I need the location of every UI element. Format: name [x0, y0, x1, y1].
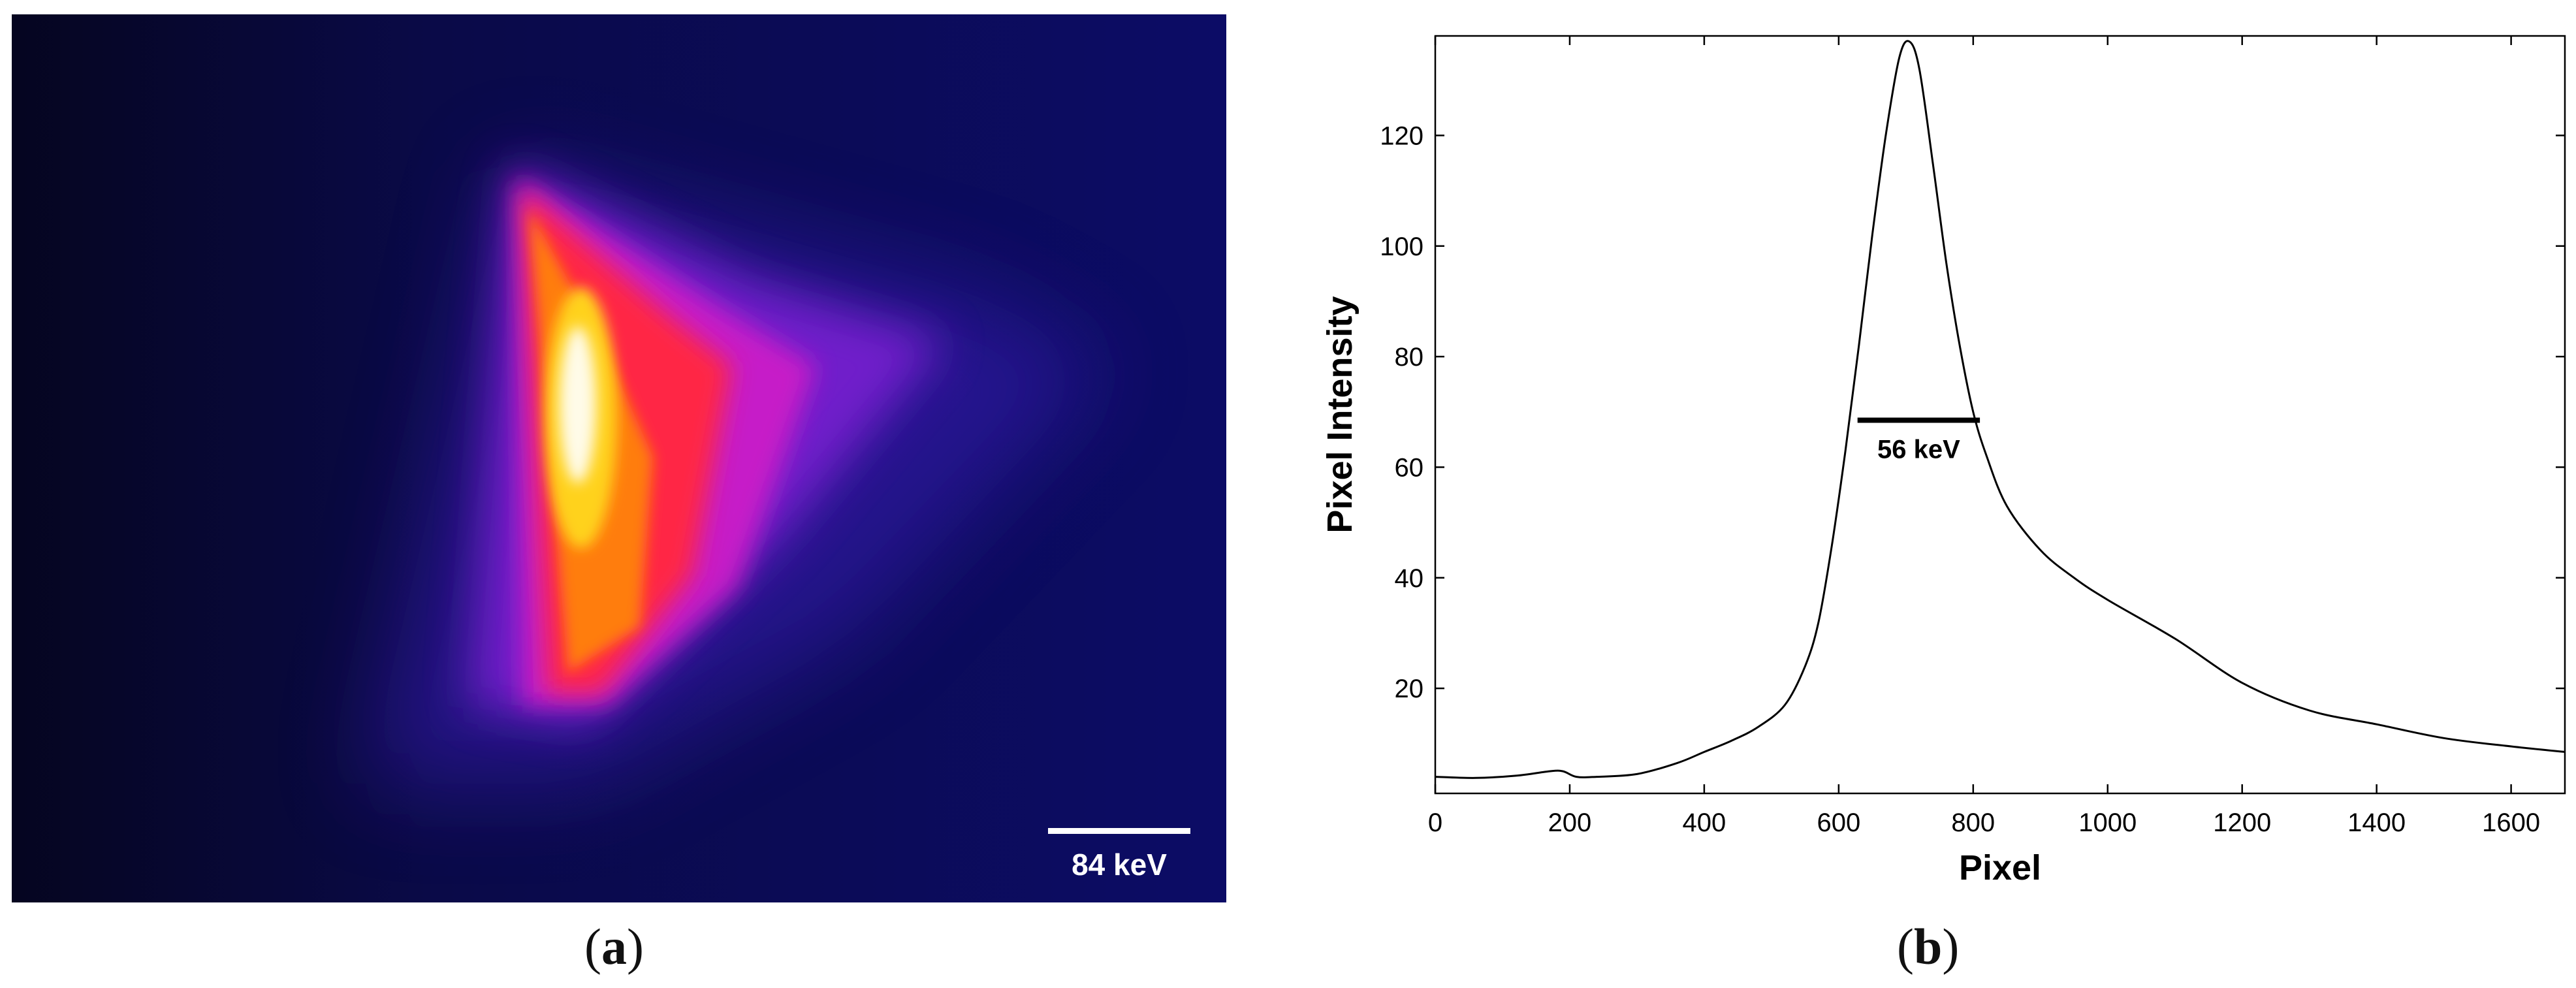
x-axis-ticks: 0 200 400 600 800 1000 1200 1400 1600 — [1428, 36, 2540, 837]
y-axis-ticks: 20 40 60 80 100 120 — [1380, 121, 2565, 703]
y-tick-label: 20 — [1395, 675, 1424, 703]
y-tick-label: 100 — [1380, 232, 1423, 261]
white-hotspot — [560, 327, 596, 483]
x-tick-label: 800 — [1951, 808, 1995, 837]
intensity-profile-line — [1435, 40, 2566, 779]
panel-a-image: 84 keV — [12, 14, 1226, 902]
scale-bar-label: 84 keV — [1072, 848, 1167, 882]
fwhm-annotation: 56 keV — [1857, 417, 1980, 464]
fwhm-label: 56 keV — [1877, 435, 1960, 464]
plot-border — [1434, 35, 2566, 795]
panel-b-caption: (b) — [1897, 918, 1960, 975]
y-tick-label: 120 — [1380, 121, 1423, 150]
x-tick-label: 1200 — [2213, 808, 2271, 837]
scale-bar — [1048, 828, 1190, 834]
panel-a-caption: (a) — [584, 918, 644, 975]
x-tick-label: 1000 — [2078, 808, 2137, 837]
y-tick-label: 40 — [1395, 564, 1424, 593]
x-tick-label: 600 — [1817, 808, 1860, 837]
x-tick-label: 200 — [1548, 808, 1592, 837]
y-axis-label: Pixel Intensity — [1320, 296, 1360, 533]
intensity-blob — [366, 163, 1110, 784]
x-tick-label: 0 — [1428, 808, 1442, 837]
x-axis-label: Pixel — [1959, 848, 2041, 887]
panel-b-caption-letter: b — [1913, 918, 1943, 975]
y-tick-label: 60 — [1395, 453, 1424, 482]
y-tick-label: 80 — [1395, 343, 1424, 372]
x-tick-label: 1600 — [2482, 808, 2540, 837]
plot-frame — [1434, 35, 2566, 795]
x-tick-label: 1400 — [2347, 808, 2406, 837]
panel-b-chart: 20 40 60 80 100 120 0 200 400 600 800 1000 1200 1400… — [1320, 35, 2566, 887]
x-tick-label: 400 — [1683, 808, 1726, 837]
panel-a-caption-letter: a — [601, 918, 627, 975]
